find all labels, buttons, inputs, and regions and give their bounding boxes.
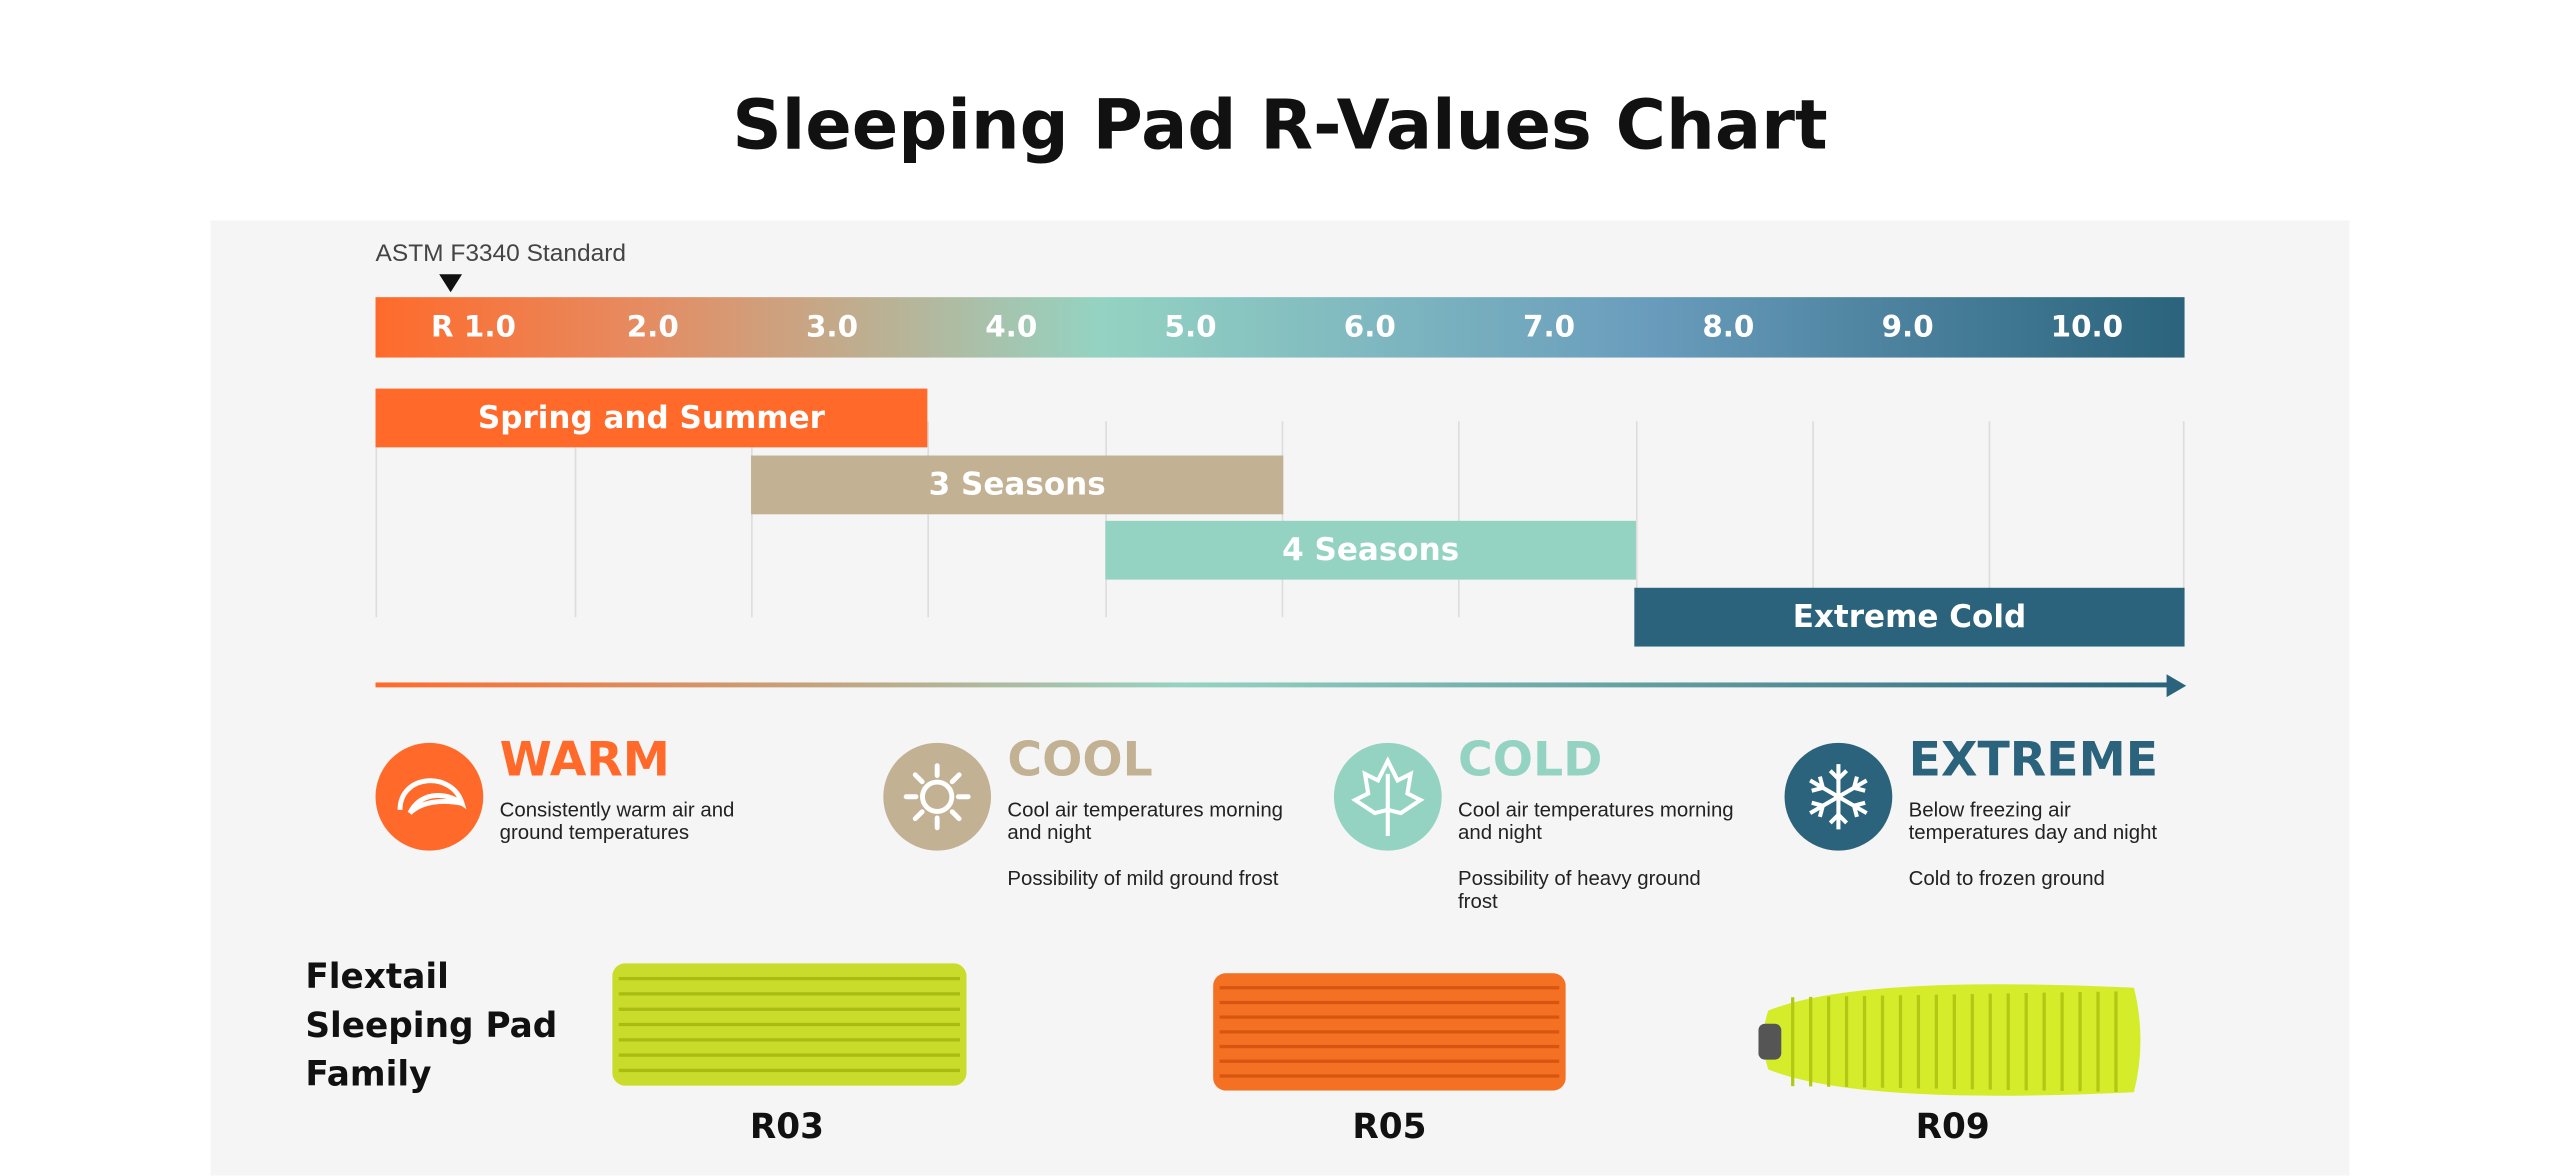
description-paragraph: Below freezing air temperatures day and …: [1908, 798, 2158, 845]
description-paragraph: Cold to frozen ground: [1908, 866, 2105, 890]
grid-line: [1812, 421, 1814, 618]
range-bar: Extreme Cold: [1634, 587, 2185, 647]
scale-label: 9.0: [1881, 310, 1934, 345]
grid-line: [1105, 421, 1107, 618]
scale-label: 3.0: [805, 310, 859, 345]
grid-line: [2182, 421, 2185, 618]
grid-line: [1281, 421, 1284, 618]
pad-image: [612, 963, 967, 1086]
icon-glyph: [397, 778, 467, 815]
condition-icon: [883, 742, 992, 851]
product-label: R05: [1352, 1106, 1427, 1147]
scale-label: R 1.0: [431, 310, 516, 345]
condition-title: COOL: [1007, 731, 1153, 787]
condition-icon: [375, 742, 484, 851]
grid-line: [1635, 421, 1638, 618]
icon-glyph: [1351, 756, 1425, 836]
grid-line: [1458, 421, 1460, 618]
scale-label: 5.0: [1164, 310, 1217, 345]
range-bar: 4 Seasons: [1105, 520, 1636, 580]
scale-label: 4.0: [985, 310, 1038, 345]
arrow-head: [2166, 674, 2187, 698]
product-label: R09: [1915, 1106, 1990, 1147]
description-paragraph: Cool air temperatures morning and night: [1458, 798, 1734, 845]
pad-image: [1213, 973, 1566, 1091]
arrow-line: [375, 682, 2172, 688]
grid-line: [375, 421, 378, 618]
pointer: [439, 274, 463, 293]
grid-line: [574, 421, 577, 618]
scale-label: 2.0: [626, 310, 679, 345]
title: Sleeping Pad R-Values Chart: [732, 84, 1828, 165]
product-label: R03: [749, 1106, 825, 1147]
condition-icon: [1784, 742, 1893, 851]
description-paragraph: Possibility of heavy ground frost: [1458, 866, 1701, 913]
pad-drawing: [612, 963, 967, 1086]
standard-label: ASTM F3340 Standard: [375, 240, 627, 268]
scale-label: 10.0: [2050, 310, 2124, 345]
condition-description: Consistently warm air and ground tempera…: [500, 798, 786, 867]
description-paragraph: Consistently warm air and ground tempera…: [499, 798, 735, 845]
pad-drawing: [1758, 984, 2141, 1096]
scale-label: 8.0: [1702, 310, 1755, 345]
grid-line: [751, 421, 753, 618]
range-bar: Spring and Summer: [375, 388, 928, 448]
pad-image: [1758, 975, 2147, 1106]
family-label: Flextail Sleeping Pad Family: [305, 956, 558, 1094]
icon-glyph: [1809, 764, 1868, 830]
condition-description: Cool air temperatures morning and night P…: [1458, 798, 1744, 935]
scale-label: 7.0: [1523, 310, 1576, 345]
grid-line: [1988, 421, 1991, 618]
description-paragraph: Possibility of mild ground frost: [1007, 866, 1279, 890]
condition-title: WARM: [499, 731, 670, 787]
condition-description: Below freezing air temperatures day and …: [1909, 798, 2195, 912]
grid-line: [927, 421, 930, 618]
range-bar: 3 Seasons: [751, 455, 1284, 515]
condition-title: EXTREME: [1908, 731, 2159, 787]
pad-drawing: [1213, 973, 1566, 1091]
condition-title: COLD: [1458, 731, 1603, 787]
description-paragraph: Cool air temperatures morning and night: [1007, 798, 1284, 845]
scale-label: 6.0: [1343, 310, 1396, 345]
icon-glyph: [903, 763, 971, 831]
condition-icon: [1333, 742, 1442, 851]
condition-description: Cool air temperatures morning and night P…: [1007, 798, 1293, 912]
scale-bar: [375, 297, 2185, 358]
